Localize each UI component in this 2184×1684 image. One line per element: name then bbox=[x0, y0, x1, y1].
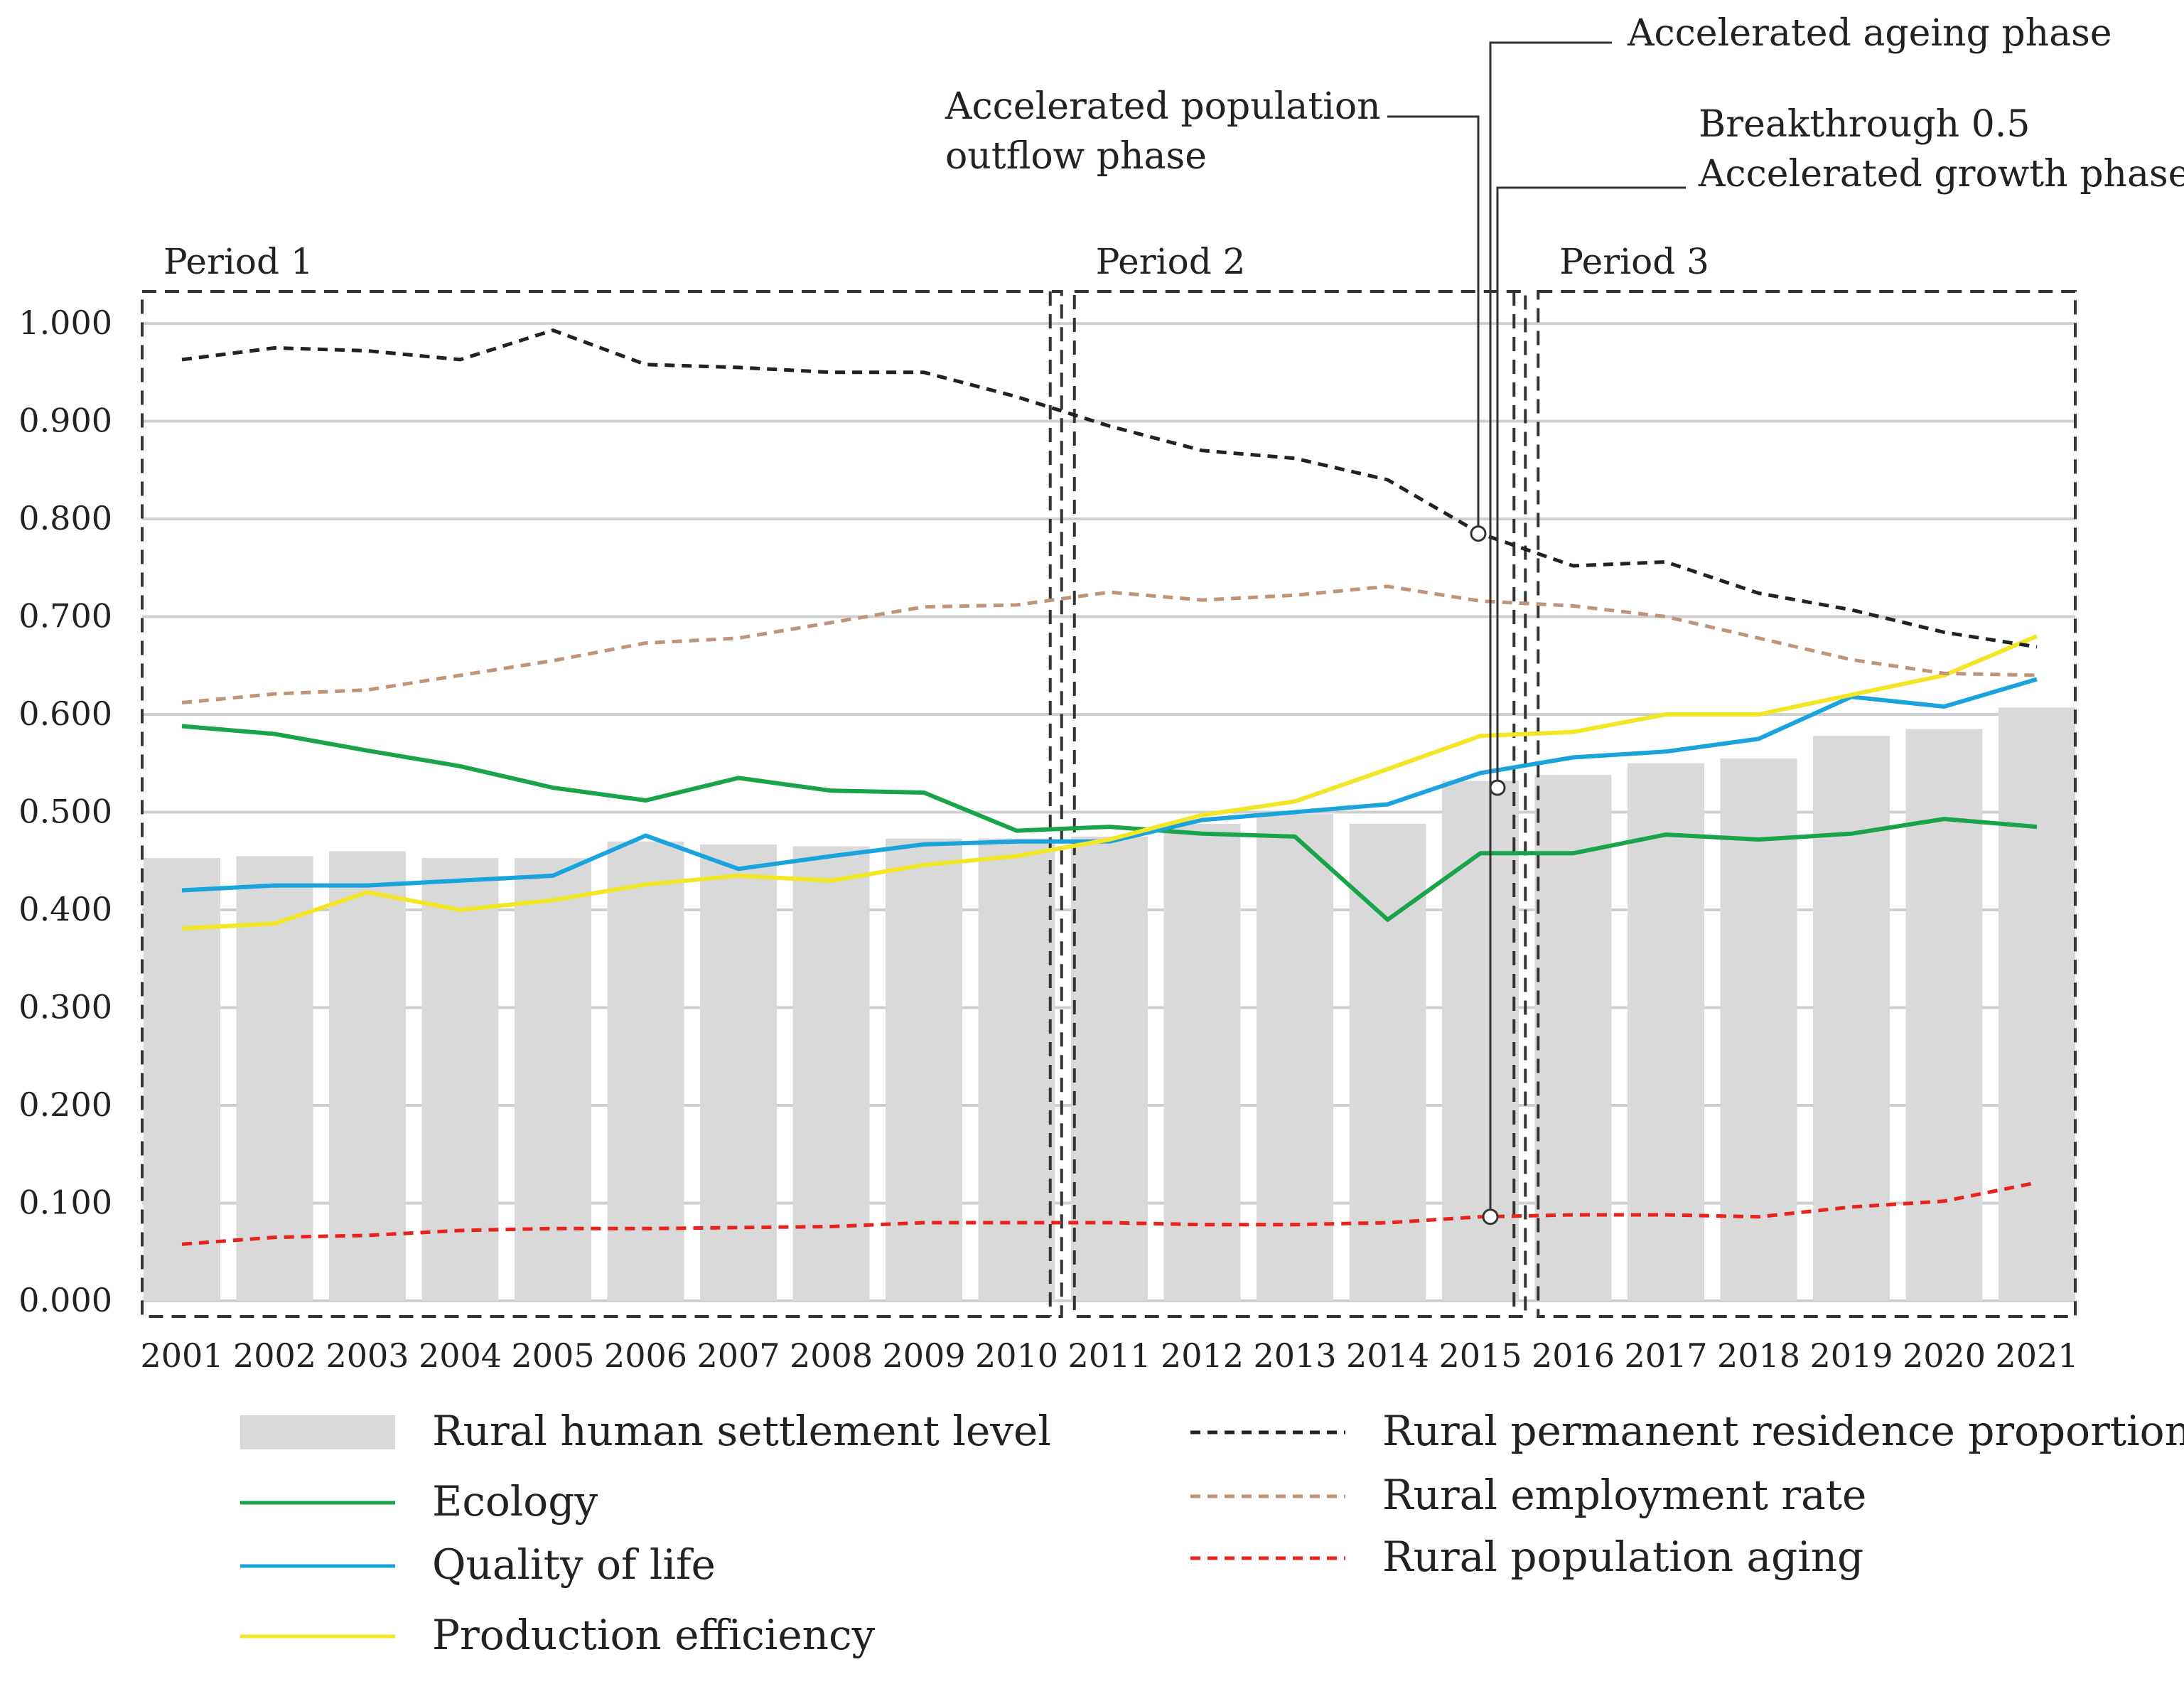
y-tick-label: 1.000 bbox=[18, 304, 112, 342]
x-tick-label: 2020 bbox=[1903, 1336, 1986, 1375]
bar-2019 bbox=[1813, 736, 1890, 1301]
y-tick-label: 0.000 bbox=[18, 1281, 112, 1319]
bar-2017 bbox=[1628, 763, 1704, 1301]
bars bbox=[144, 707, 2075, 1301]
x-tick-label: 2002 bbox=[233, 1336, 316, 1375]
bar-2008 bbox=[792, 846, 870, 1301]
annotation-leader bbox=[1489, 41, 1612, 1217]
legend: Rural human settlement level Ecology Quali… bbox=[240, 1407, 2184, 1659]
x-tick-label: 2004 bbox=[419, 1336, 502, 1375]
x-tick-label: 2007 bbox=[696, 1336, 780, 1375]
x-tick-label: 2009 bbox=[882, 1336, 965, 1375]
bar-2006 bbox=[607, 841, 684, 1301]
x-tick-label: 2014 bbox=[1346, 1336, 1429, 1375]
series-rural-population-aging bbox=[181, 1181, 2038, 1246]
period-box-3 bbox=[1537, 290, 2077, 1318]
annotation-marker bbox=[1489, 779, 1506, 796]
bar-2003 bbox=[329, 851, 406, 1301]
series-production-efficiency bbox=[181, 634, 2038, 931]
y-tick-label: 0.300 bbox=[18, 988, 112, 1026]
y-tick-label: 0.800 bbox=[18, 499, 112, 537]
bar-2005 bbox=[515, 858, 591, 1301]
x-tick-label: 2010 bbox=[975, 1336, 1058, 1375]
y-tick-label: 0.200 bbox=[18, 1085, 112, 1124]
bar-2010 bbox=[978, 838, 1055, 1301]
period-box-1 bbox=[141, 290, 1063, 1318]
x-tick-label: 2017 bbox=[1624, 1336, 1707, 1375]
x-tick-label: 2012 bbox=[1161, 1336, 1244, 1375]
y-tick-label: 0.500 bbox=[18, 793, 112, 831]
bar-2009 bbox=[886, 838, 962, 1301]
period-boxes: Period 1 Period 2 Period 3 bbox=[141, 241, 2077, 1318]
x-axis-ticks: 2001 2002 2003 2004 2005 2006 2007 2008 2009 2010… bbox=[140, 1336, 2078, 1375]
bar-2020 bbox=[1905, 729, 1983, 1301]
annotation-marker bbox=[1482, 1208, 1499, 1226]
legend-label-rural-human-settlement-level: Rural human settlement level bbox=[432, 1407, 1051, 1455]
period-label: Period 2 bbox=[1096, 241, 1246, 282]
series-rural-employment-rate bbox=[181, 584, 2038, 704]
x-tick-label: 2001 bbox=[140, 1336, 223, 1375]
annotation-marker bbox=[1470, 525, 1487, 542]
y-tick-label: 0.600 bbox=[18, 694, 112, 733]
period-label: Period 3 bbox=[1559, 241, 1709, 282]
x-tick-label: 2015 bbox=[1438, 1336, 1522, 1375]
x-tick-label: 2018 bbox=[1717, 1336, 1800, 1375]
series-ecology bbox=[181, 724, 2038, 922]
y-tick-label: 0.700 bbox=[18, 597, 112, 635]
y-tick-label: 0.900 bbox=[18, 402, 112, 440]
legend-label-rural-population-aging: Rural population aging bbox=[1382, 1533, 1863, 1581]
bar-2004 bbox=[421, 858, 499, 1301]
period-box-2 bbox=[1072, 290, 1527, 1318]
annotation-text: Accelerated ageing phase bbox=[1627, 12, 2112, 55]
y-axis-ticks: 0.000 0.100 0.200 0.300 0.400 0.500 0.600 0.700… bbox=[18, 304, 112, 1319]
y-tick-label: 0.400 bbox=[18, 890, 112, 928]
legend-label-quality-of-life: Quality of life bbox=[432, 1540, 716, 1589]
bar-2021 bbox=[1999, 707, 2075, 1301]
x-tick-label: 2003 bbox=[326, 1336, 409, 1375]
annotation-leader bbox=[1496, 186, 1686, 788]
bar-2012 bbox=[1163, 824, 1241, 1301]
x-tick-label: 2005 bbox=[511, 1336, 594, 1375]
bar-2001 bbox=[144, 858, 220, 1301]
y-tick-label: 0.100 bbox=[18, 1184, 112, 1222]
x-tick-label: 2013 bbox=[1253, 1336, 1336, 1375]
bar-2015 bbox=[1442, 781, 1519, 1301]
series-lines bbox=[181, 328, 2038, 1246]
x-tick-label: 2006 bbox=[604, 1336, 687, 1375]
legend-label-production-efficiency: Production efficiency bbox=[432, 1611, 875, 1659]
bar-2007 bbox=[700, 844, 777, 1301]
series-rural-permanent-residence-proportion bbox=[181, 328, 2038, 649]
annotation-text: outflow phase bbox=[945, 135, 1207, 178]
x-tick-label: 2021 bbox=[1995, 1336, 2078, 1375]
legend-label-rural-employment-rate: Rural employment rate bbox=[1382, 1471, 1866, 1519]
bar-2002 bbox=[236, 856, 313, 1301]
bar-2013 bbox=[1257, 814, 1333, 1301]
legend-label-ecology: Ecology bbox=[432, 1477, 598, 1525]
x-tick-label: 2011 bbox=[1067, 1336, 1151, 1375]
x-tick-label: 2019 bbox=[1809, 1336, 1893, 1375]
legend-swatch-rural-human-settlement-level bbox=[240, 1415, 395, 1449]
annotation-leader bbox=[1387, 115, 1480, 534]
bar-2018 bbox=[1720, 758, 1797, 1301]
annotation-text: Accelerated population bbox=[945, 85, 1381, 128]
legend-label-rural-permanent-residence-proportion: Rural permanent residence proportion bbox=[1382, 1407, 2184, 1455]
period-label: Period 1 bbox=[163, 241, 313, 282]
annotations: Accelerated ageing phase Accelerated popu… bbox=[945, 12, 2184, 1226]
annotation-text: Accelerated growth phase bbox=[1698, 153, 2184, 195]
x-tick-label: 2016 bbox=[1532, 1336, 1615, 1375]
bar-2011 bbox=[1071, 836, 1148, 1301]
x-tick-label: 2008 bbox=[790, 1336, 873, 1375]
annotation-text: Breakthrough 0.5 bbox=[1699, 103, 2030, 146]
